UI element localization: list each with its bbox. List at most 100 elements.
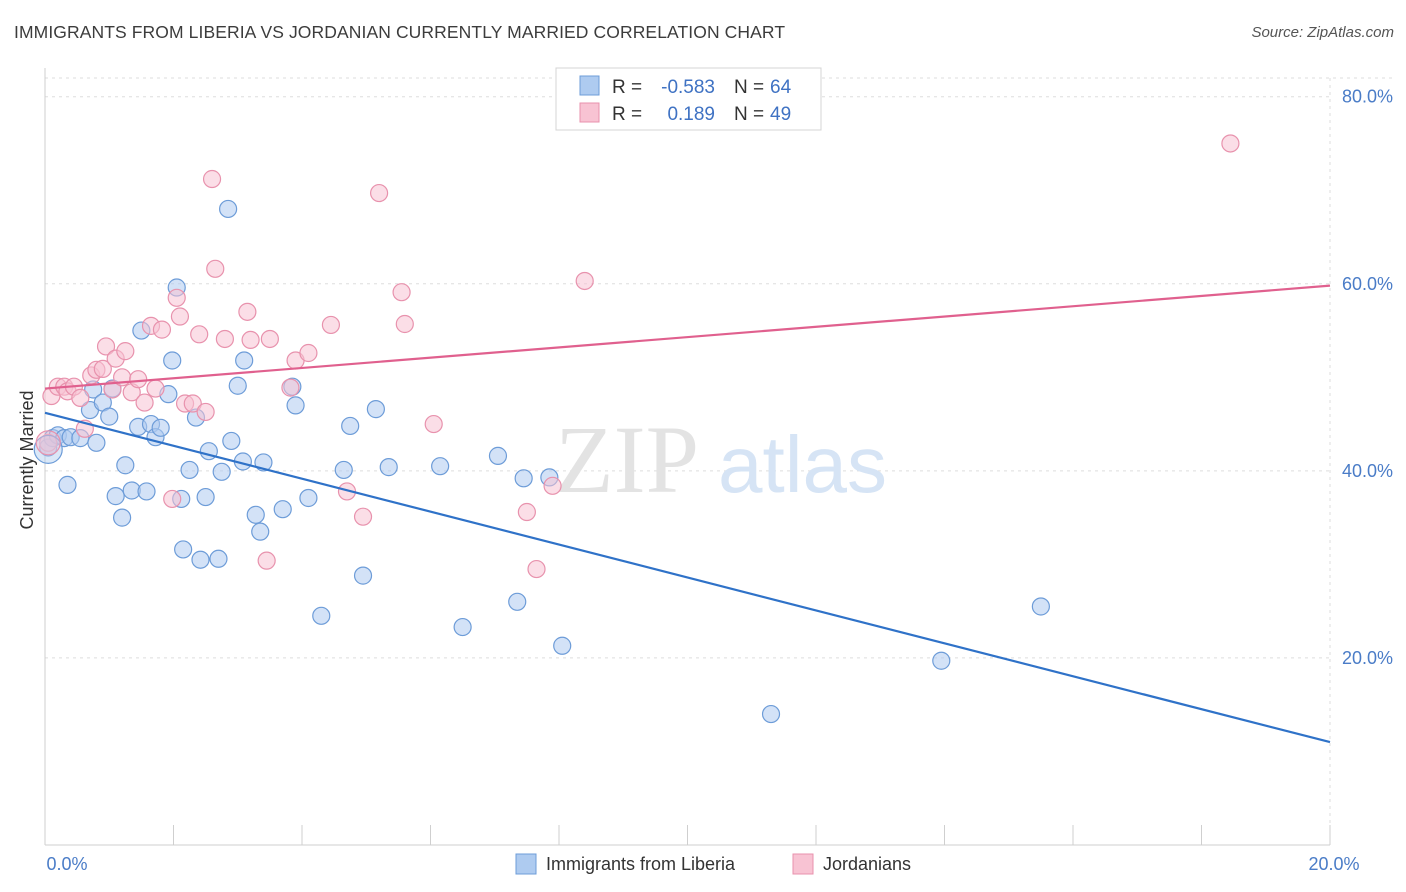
axes: [44, 68, 1331, 846]
point-jordanians: [206, 259, 225, 278]
point-liberia: [286, 396, 305, 415]
point-liberia: [112, 508, 132, 527]
point-jordanians: [35, 430, 61, 456]
point-jordanians: [96, 337, 116, 356]
y-tick-label: 80.0%: [1342, 87, 1393, 107]
point-liberia: [932, 651, 951, 670]
point-jordanians: [299, 343, 318, 363]
point-jordanians: [190, 325, 209, 344]
point-jordanians: [241, 330, 260, 350]
point-jordanians: [260, 329, 279, 349]
point-liberia: [553, 636, 572, 655]
legend-r-value: 0.189: [667, 104, 715, 125]
point-jordanians: [103, 380, 122, 399]
point-liberia: [228, 376, 247, 395]
point-jordanians: [152, 320, 172, 339]
point-jordanians: [370, 183, 389, 203]
point-liberia: [33, 434, 63, 464]
bottom-legend: Immigrants from Liberia Jordanians: [515, 853, 911, 875]
point-liberia: [116, 456, 135, 475]
point-liberia: [58, 475, 77, 494]
point-jordanians: [163, 489, 182, 509]
point-liberia: [246, 505, 265, 524]
point-jordanians: [575, 271, 594, 291]
point-jordanians: [424, 414, 443, 434]
point-jordanians: [129, 370, 148, 389]
point-jordanians: [1221, 134, 1240, 153]
data-points: [33, 134, 1240, 724]
chart-title: IMMIGRANTS FROM LIBERIA VS JORDANIAN CUR…: [14, 22, 786, 42]
point-liberia: [514, 469, 533, 488]
point-liberia: [334, 460, 353, 480]
point-jordanians: [517, 502, 536, 522]
point-liberia: [299, 488, 318, 508]
point-jordanians: [353, 507, 373, 526]
point-liberia: [761, 704, 781, 724]
trend-line-jordanians: [44, 284, 1331, 390]
point-liberia: [366, 400, 385, 419]
point-liberia: [235, 351, 254, 370]
bottom-legend-swatch-liberia: [515, 853, 537, 875]
point-jordanians: [39, 433, 58, 452]
point-liberia: [1031, 597, 1050, 616]
point-jordanians: [392, 283, 411, 302]
point-jordanians: [71, 388, 90, 407]
point-jordanians: [215, 329, 234, 349]
legend-n-value: 64: [770, 77, 792, 98]
bottom-legend-label-liberia: Immigrants from Liberia: [546, 854, 736, 874]
legend-r-label: R =: [612, 77, 642, 98]
point-liberia: [219, 199, 238, 219]
bottom-legend-label-jordanians: Jordanians: [823, 854, 911, 874]
point-jordanians: [395, 314, 414, 334]
legend-r-value: -0.583: [661, 77, 715, 98]
y-tick-label: 40.0%: [1342, 461, 1393, 481]
point-liberia: [431, 457, 450, 476]
point-liberia: [137, 482, 156, 501]
point-jordanians: [257, 551, 276, 570]
point-jordanians: [543, 476, 562, 495]
point-liberia: [163, 351, 182, 370]
legend-box: R = -0.583 N = 64 R = 0.189 N = 49: [555, 67, 822, 131]
y-tick-label: 60.0%: [1342, 274, 1393, 294]
watermark-zip: ZIP: [555, 406, 699, 513]
tick-labels: 20.0% 40.0% 60.0% 80.0% 0.0% 20.0%: [46, 87, 1393, 874]
point-liberia: [488, 446, 508, 465]
point-liberia: [106, 487, 125, 506]
x-tick-label: 0.0%: [46, 854, 87, 874]
trend-lines: [44, 284, 1331, 744]
legend-swatch-liberia: [579, 75, 600, 96]
point-liberia: [312, 606, 331, 625]
y-axis-title: Currently Married: [17, 390, 37, 529]
point-jordanians: [116, 342, 135, 361]
point-jordanians: [527, 559, 546, 579]
point-jordanians: [281, 378, 300, 397]
point-jordanians: [170, 307, 190, 326]
bottom-legend-swatch-jordanians: [792, 853, 814, 875]
point-liberia: [353, 566, 373, 585]
point-liberia: [508, 592, 527, 611]
y-tick-label: 20.0%: [1342, 648, 1393, 668]
watermark-atlas: atlas: [718, 420, 887, 509]
point-liberia: [341, 416, 360, 436]
point-liberia: [251, 522, 270, 541]
point-liberia: [100, 407, 119, 426]
point-liberia: [273, 500, 292, 519]
point-liberia: [191, 550, 210, 569]
legend-n-value: 49: [770, 104, 791, 125]
point-liberia: [453, 617, 472, 637]
legend-n-label: N =: [734, 104, 764, 125]
point-liberia: [87, 433, 106, 452]
point-liberia: [196, 487, 215, 507]
point-jordanians: [196, 402, 215, 422]
chart-source: Source: ZipAtlas.com: [1251, 24, 1394, 41]
x-tick-label: 20.0%: [1308, 854, 1359, 874]
legend-swatch-jordanians: [579, 102, 600, 123]
point-jordanians: [202, 169, 222, 189]
point-jordanians: [183, 394, 202, 413]
point-liberia: [209, 549, 228, 568]
point-jordanians: [146, 379, 165, 398]
point-jordanians: [167, 288, 186, 307]
legend-n-label: N =: [734, 77, 764, 98]
point-jordanians: [93, 359, 112, 378]
